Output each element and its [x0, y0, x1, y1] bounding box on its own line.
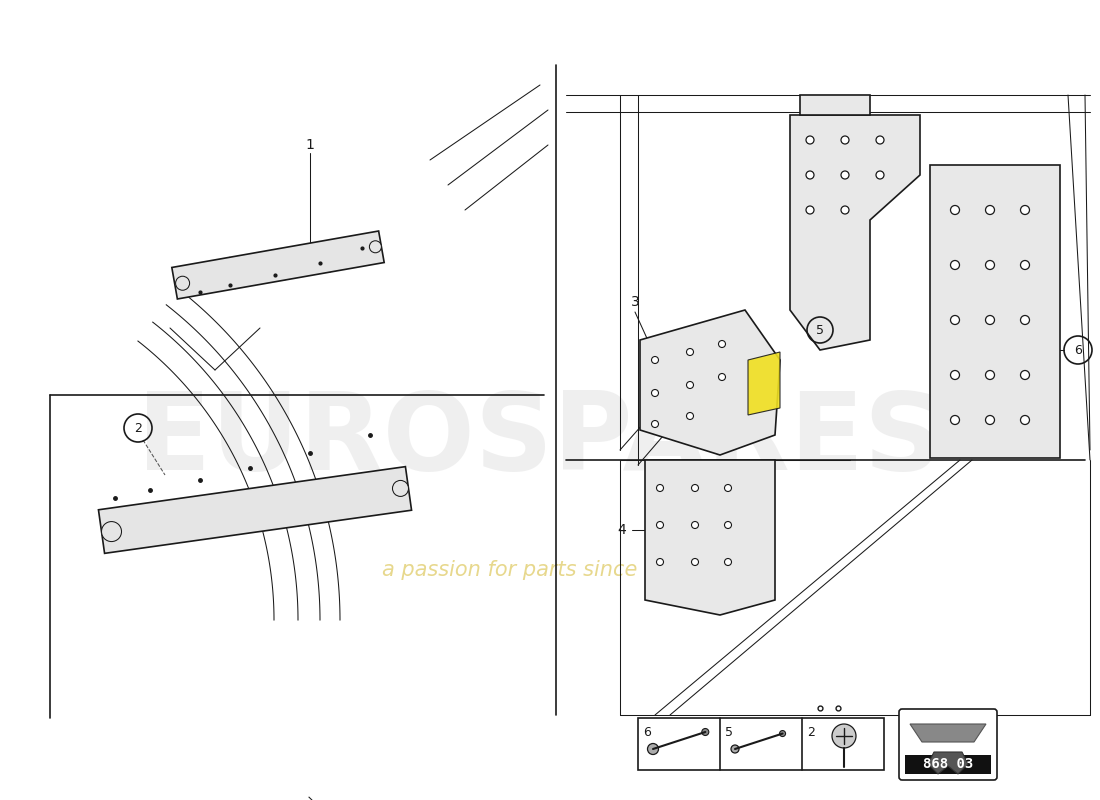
Circle shape — [725, 485, 732, 491]
Circle shape — [686, 349, 693, 355]
Circle shape — [648, 743, 659, 754]
Circle shape — [651, 357, 659, 363]
Text: 3: 3 — [630, 295, 639, 309]
Circle shape — [876, 136, 884, 144]
Circle shape — [950, 415, 959, 425]
Circle shape — [718, 374, 726, 381]
Circle shape — [1021, 206, 1030, 214]
Circle shape — [1021, 315, 1030, 325]
Circle shape — [732, 745, 739, 753]
Text: 868 03: 868 03 — [923, 757, 974, 771]
Circle shape — [986, 315, 994, 325]
Circle shape — [686, 413, 693, 419]
Text: 6: 6 — [644, 726, 651, 739]
Circle shape — [986, 206, 994, 214]
Circle shape — [686, 382, 693, 389]
Circle shape — [1021, 415, 1030, 425]
Circle shape — [651, 421, 659, 427]
Circle shape — [176, 276, 189, 290]
Polygon shape — [800, 95, 870, 115]
Circle shape — [950, 206, 959, 214]
Circle shape — [692, 558, 698, 566]
Polygon shape — [172, 231, 384, 299]
Text: 6: 6 — [1074, 343, 1082, 357]
Circle shape — [657, 558, 663, 566]
Text: 2: 2 — [134, 422, 142, 434]
Text: EUROSPARES: EUROSPARES — [138, 387, 943, 493]
Circle shape — [651, 390, 659, 397]
Text: a passion for parts since 1985: a passion for parts since 1985 — [383, 560, 697, 580]
Text: 1: 1 — [306, 138, 315, 152]
Circle shape — [692, 522, 698, 529]
Circle shape — [101, 522, 121, 542]
Polygon shape — [640, 310, 780, 455]
Polygon shape — [790, 115, 920, 350]
Polygon shape — [748, 352, 780, 415]
Polygon shape — [98, 466, 411, 554]
Polygon shape — [930, 165, 1060, 458]
Circle shape — [1021, 370, 1030, 379]
Circle shape — [832, 724, 856, 748]
Circle shape — [842, 136, 849, 144]
Circle shape — [780, 730, 785, 737]
Circle shape — [950, 370, 959, 379]
Text: 2: 2 — [807, 726, 815, 739]
Polygon shape — [645, 460, 775, 615]
Text: 5: 5 — [725, 726, 733, 739]
Circle shape — [842, 171, 849, 179]
Circle shape — [986, 261, 994, 270]
Circle shape — [370, 241, 382, 253]
FancyBboxPatch shape — [899, 709, 997, 780]
Circle shape — [950, 261, 959, 270]
Circle shape — [806, 206, 814, 214]
Text: 5: 5 — [816, 323, 824, 337]
Circle shape — [692, 485, 698, 491]
Bar — [905, 755, 991, 774]
Circle shape — [718, 341, 726, 347]
Circle shape — [842, 206, 849, 214]
Circle shape — [806, 171, 814, 179]
Polygon shape — [910, 724, 986, 742]
Circle shape — [986, 415, 994, 425]
Circle shape — [657, 522, 663, 529]
Polygon shape — [928, 752, 968, 774]
Circle shape — [725, 558, 732, 566]
Circle shape — [876, 171, 884, 179]
Text: 4: 4 — [617, 523, 626, 537]
Circle shape — [1021, 261, 1030, 270]
Circle shape — [657, 485, 663, 491]
Circle shape — [986, 370, 994, 379]
Circle shape — [806, 136, 814, 144]
Bar — [638, 718, 884, 770]
Circle shape — [393, 481, 408, 497]
Circle shape — [702, 729, 708, 735]
Circle shape — [725, 522, 732, 529]
Circle shape — [950, 315, 959, 325]
